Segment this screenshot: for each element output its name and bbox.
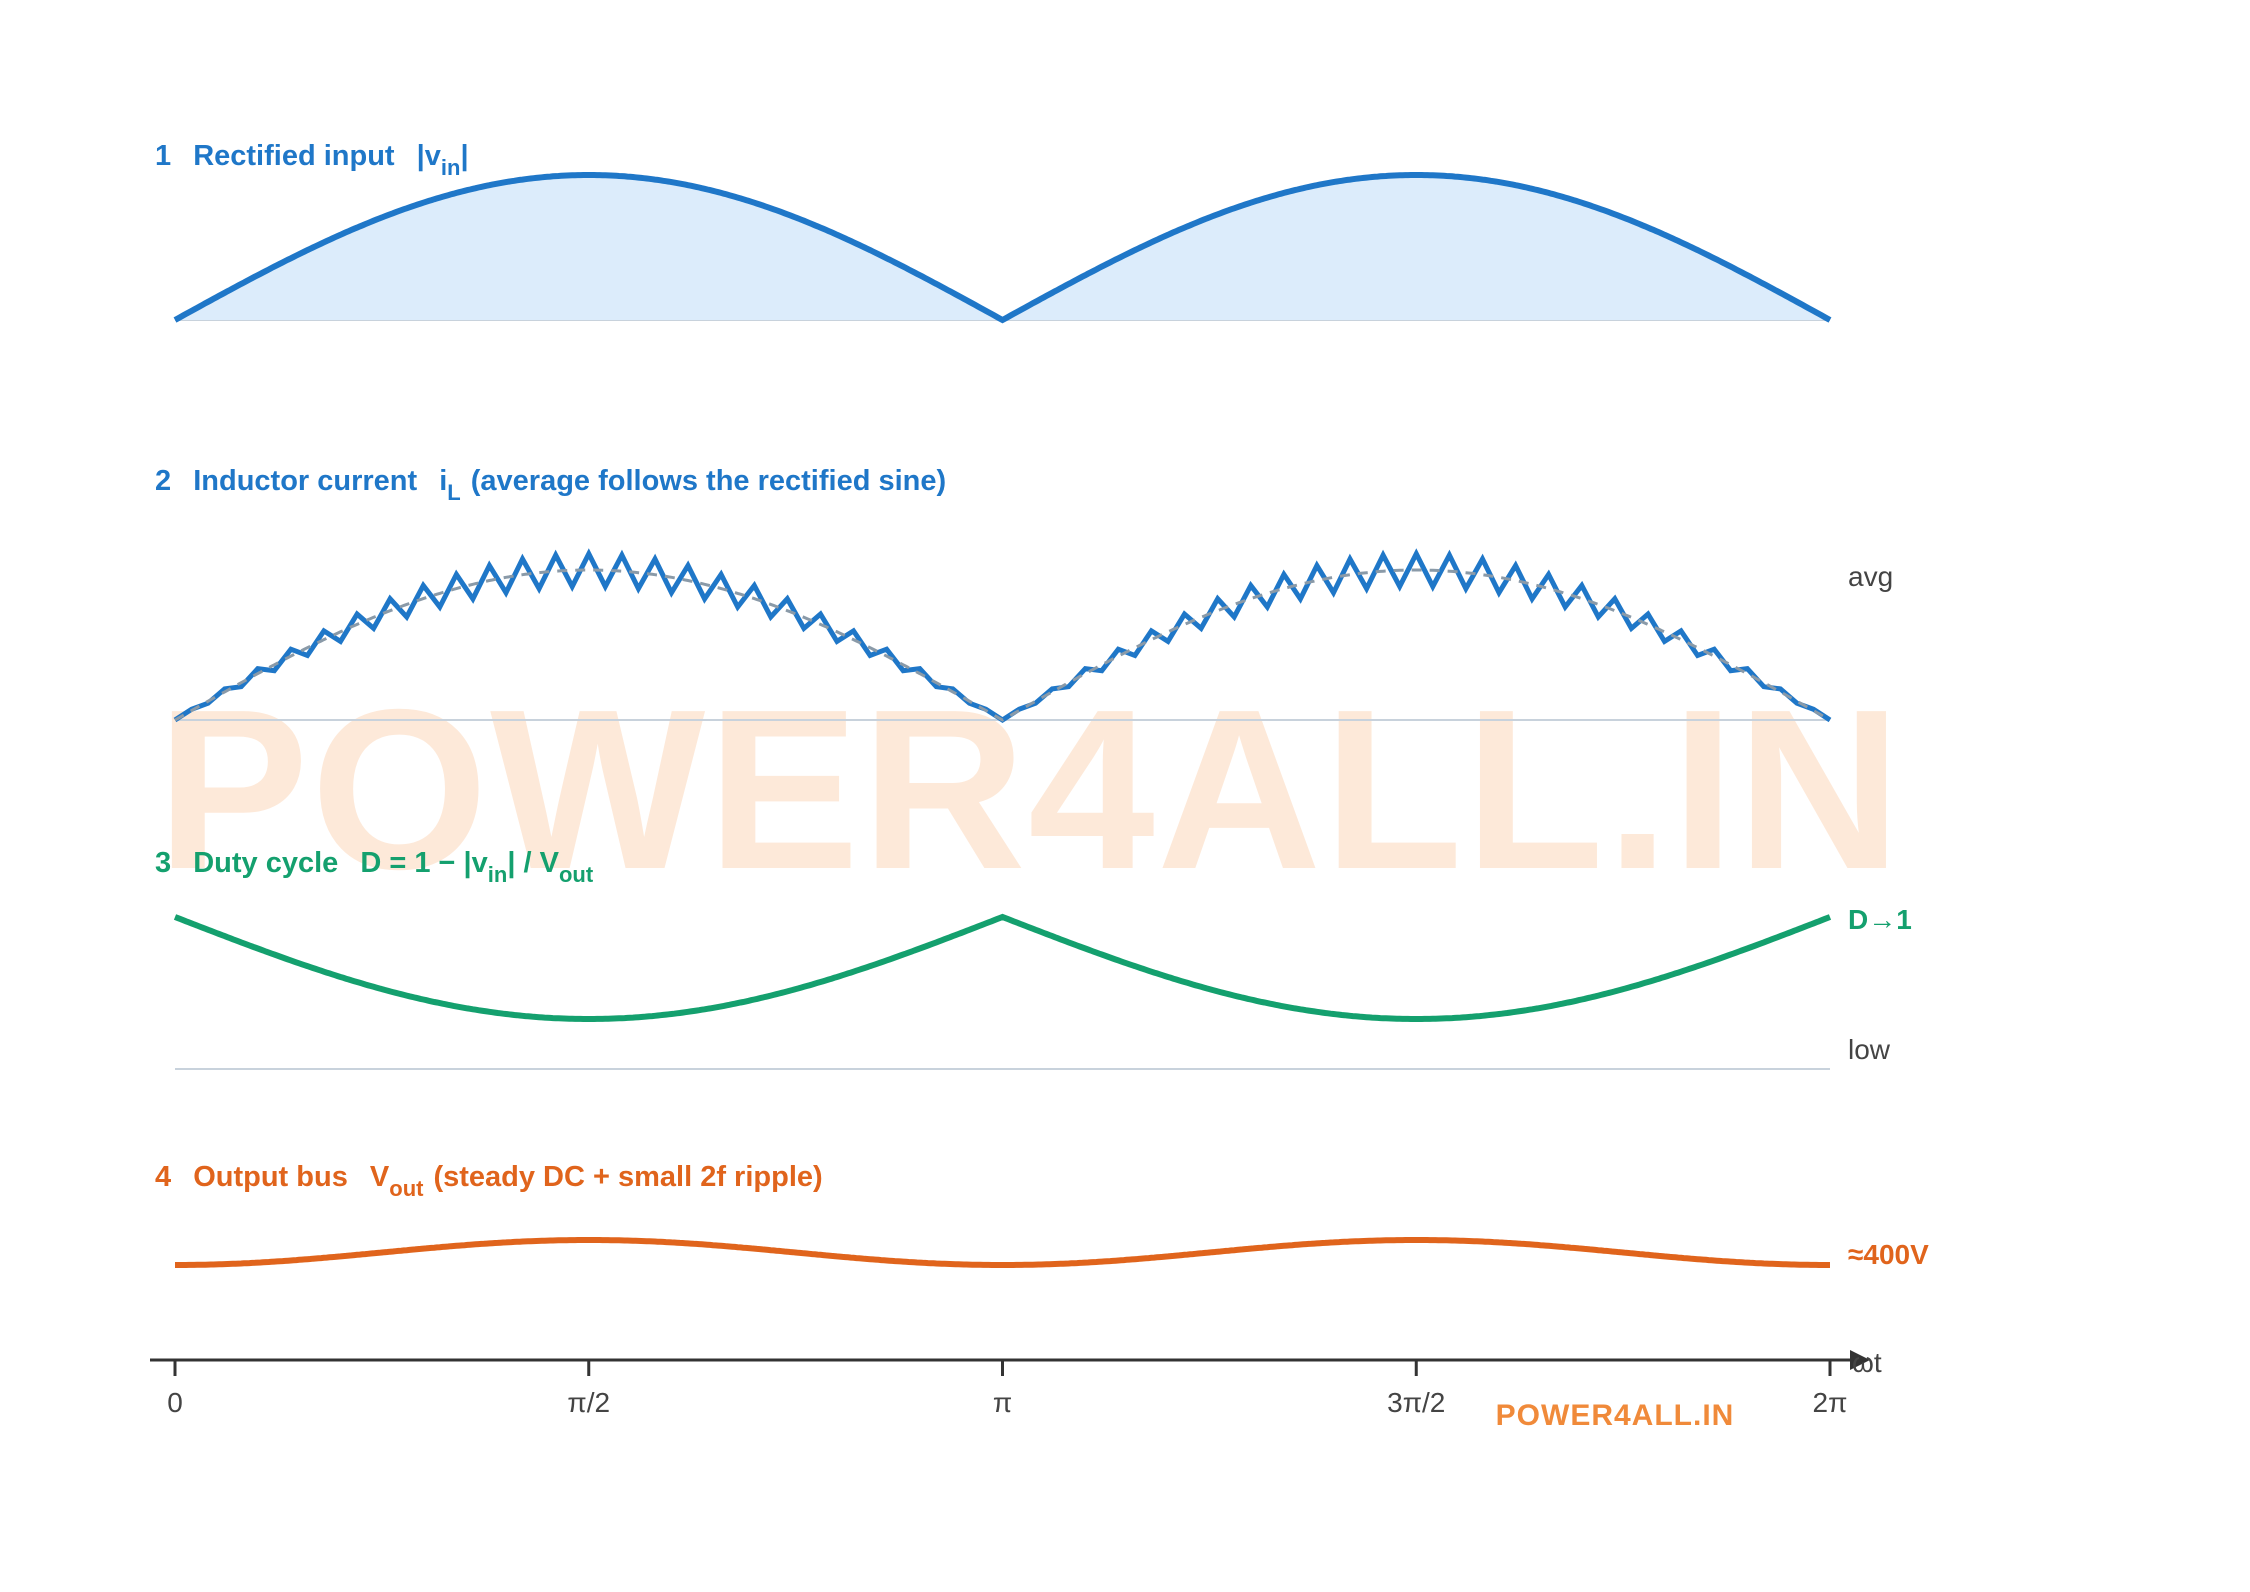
panel-4-var: V [370, 1161, 390, 1193]
duty-cycle-line [173, 913, 1832, 1022]
panel-3-expr: D = 1 − |v [360, 847, 487, 879]
rectified-input-line [173, 172, 1832, 324]
panel-rectified-input: 1 Rectified input |vin| [155, 140, 1832, 324]
panel-4-var-sub: out [389, 1176, 424, 1201]
panel-1-expr: |v [417, 140, 441, 172]
panel-3-expr-mid: | / V [507, 847, 559, 879]
panel-inductor-current: 2 Inductor current iL (average follows th… [155, 465, 1893, 723]
duty-low-label: low [1848, 1034, 1891, 1065]
duty-max-label: D→1 [1848, 904, 1912, 935]
panel-4-title: 4 Output bus Vout (steady DC + small 2f r… [155, 1161, 823, 1201]
panel-3-expr-sub2: out [559, 862, 594, 887]
x-tick-label-0: 0 [167, 1387, 183, 1418]
panel-2-var-sub: L [447, 480, 460, 505]
panel-3-expr-sub: in [488, 862, 508, 887]
output-bus-line [175, 1237, 1830, 1268]
avg-label: avg [1848, 561, 1893, 592]
panel-3-text: Duty cycle [193, 847, 338, 879]
x-tick-label-4: 2π [1813, 1387, 1848, 1418]
x-axis: ωt 0 π/2 π 3π/2 2π [150, 1347, 1882, 1418]
panel-1-expr-sub: in [441, 155, 461, 180]
x-axis-label: ωt [1852, 1347, 1882, 1378]
panel-1-title: 1 Rectified input |vin| [155, 140, 469, 180]
x-tick-label-2: π [993, 1387, 1012, 1418]
x-tick-label-3: 3π/2 [1387, 1387, 1445, 1418]
x-axis-arrow-icon [1850, 1350, 1870, 1370]
panel-2-title: 2 Inductor current iL (average follows th… [155, 465, 946, 505]
panel-3-number: 3 [155, 847, 171, 879]
watermark-small: POWER4ALL.IN [1496, 1399, 1735, 1432]
panel-1-expr-post: | [460, 140, 468, 172]
output-voltage-label: ≈400V [1848, 1239, 1929, 1270]
panel-1-number: 1 [155, 140, 171, 172]
panel-duty-cycle: 3 Duty cycle D = 1 − |vin| / Vout D→1 lo… [155, 847, 1912, 1070]
panel-3-title: 3 Duty cycle D = 1 − |vin| / Vout [155, 847, 594, 887]
panel-2-text: Inductor current [193, 465, 417, 497]
panel-4-text: Output bus [193, 1161, 348, 1193]
x-tick-label-1: π/2 [567, 1387, 610, 1418]
panel-output-bus: 4 Output bus Vout (steady DC + small 2f r… [155, 1161, 1929, 1270]
inductor-current-average-line [174, 568, 1831, 722]
panel-2-number: 2 [155, 465, 171, 497]
panel-1-text: Rectified input [193, 140, 395, 172]
rectified-input-area [175, 175, 1830, 320]
panel-4-note: (steady DC + small 2f ripple) [433, 1161, 822, 1193]
panel-4-number: 4 [155, 1161, 171, 1193]
panel-2-var: i [439, 465, 447, 497]
panel-2-note: (average follows the rectified sine) [471, 465, 946, 497]
